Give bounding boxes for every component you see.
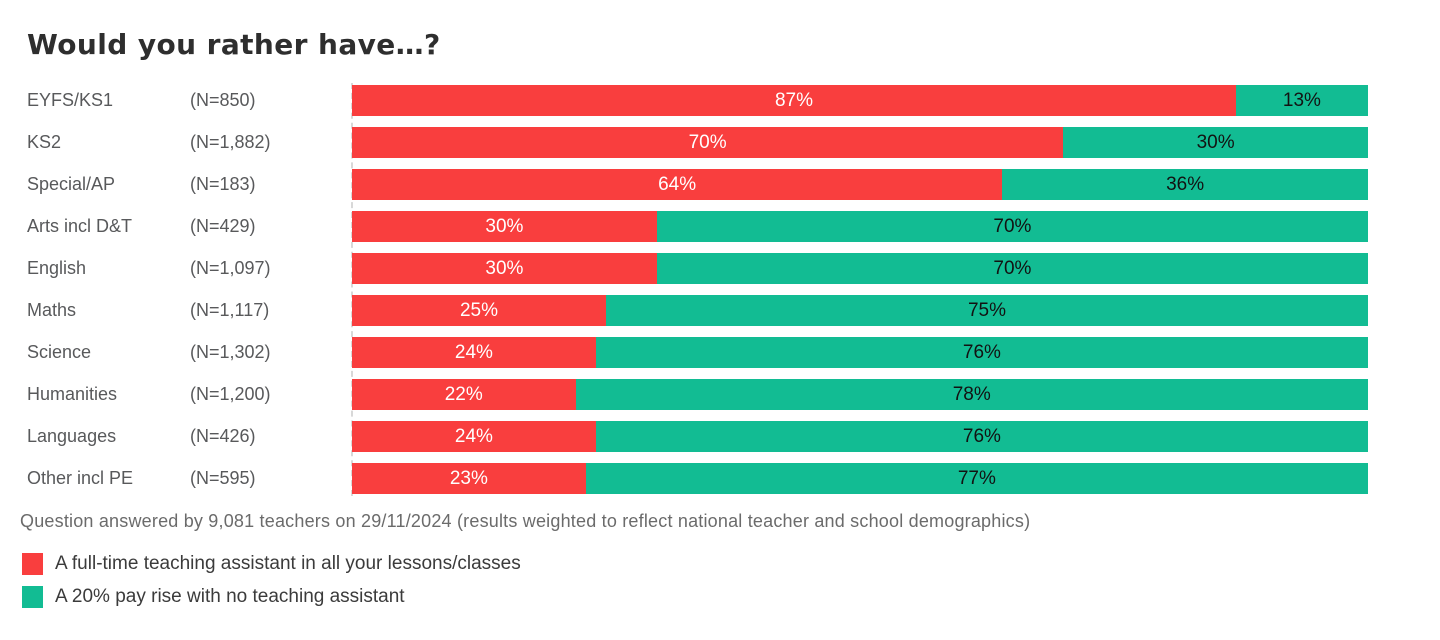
sample-size-label: (N=1,882) (190, 132, 271, 152)
stacked-bar: 22% 78% (352, 379, 1368, 410)
bar-segment-teaching-assistant: 24% (352, 421, 596, 452)
stacked-bar: 24% 76% (352, 337, 1368, 368)
segment-value-label: 24% (454, 426, 493, 447)
legend: A full-time teaching assistant in all yo… (22, 553, 521, 619)
chart-row: Humanities (N=1,200) 22% 78% (27, 379, 1368, 410)
stacked-bar: 70% 30% (352, 127, 1368, 158)
chart-row: English (N=1,097) 30% 70% (27, 253, 1368, 284)
stacked-bar: 30% 70% (352, 211, 1368, 242)
legend-swatch (22, 586, 43, 608)
bar-segment-teaching-assistant: 24% (352, 337, 596, 368)
sample-size-label: (N=1,097) (190, 258, 271, 278)
segment-value-label: 36% (1166, 174, 1205, 195)
bar-segment-pay-rise: 70% (656, 253, 1368, 284)
chart-row: Maths (N=1,117) 25% 75% (27, 295, 1368, 326)
segment-value-label: 23% (449, 468, 488, 489)
bar-segment-teaching-assistant: 87% (352, 85, 1236, 116)
segment-value-label: 70% (993, 258, 1032, 279)
segment-value-label: 76% (962, 426, 1001, 447)
bar-segment-pay-rise: 13% (1235, 85, 1368, 116)
chart-row: KS2 (N=1,882) 70% 30% (27, 127, 1368, 158)
sample-size-label: (N=429) (190, 216, 256, 236)
category-label: Languages (27, 426, 117, 446)
bar-segment-pay-rise: 70% (656, 211, 1368, 242)
legend-swatch (22, 553, 43, 575)
stacked-bar: 24% 76% (352, 421, 1368, 452)
bar-segment-pay-rise: 76% (595, 421, 1368, 452)
segment-value-label: 64% (658, 174, 697, 195)
chart-row: Arts incl D&T (N=429) 30% 70% (27, 211, 1368, 242)
bar-segment-pay-rise: 36% (1002, 169, 1368, 200)
segment-value-label: 13% (1282, 90, 1321, 111)
stacked-bar: 64% 36% (352, 169, 1368, 200)
segment-value-label: 25% (459, 300, 499, 321)
bar-segment-teaching-assistant: 22% (352, 379, 576, 410)
category-label: EYFS/KS1 (27, 90, 114, 110)
bar-segment-teaching-assistant: 30% (352, 253, 657, 284)
segment-value-label: 30% (485, 258, 524, 279)
sample-size-label: (N=1,200) (190, 384, 271, 404)
category-label: Other incl PE (27, 468, 134, 488)
legend-item: A 20% pay rise with no teaching assistan… (22, 586, 521, 608)
stacked-bar-chart: EYFS/KS1 (N=850) 87% 13% KS2 (N=1,882) 7… (27, 83, 1368, 505)
y-axis-line (351, 83, 353, 496)
chart-row: EYFS/KS1 (N=850) 87% 13% (27, 85, 1368, 116)
legend-label: A 20% pay rise with no teaching assistan… (55, 586, 405, 607)
category-label: Science (27, 342, 92, 362)
sample-size-label: (N=183) (190, 174, 256, 194)
bar-segment-teaching-assistant: 70% (352, 127, 1064, 158)
sample-size-label: (N=1,302) (190, 342, 271, 362)
segment-value-label: 70% (688, 132, 727, 153)
segment-value-label: 30% (1196, 132, 1235, 153)
bar-segment-pay-rise: 77% (585, 463, 1368, 494)
bar-segment-teaching-assistant: 30% (352, 211, 657, 242)
stacked-bar: 23% 77% (352, 463, 1368, 494)
sample-size-label: (N=1,117) (190, 300, 270, 320)
bar-segment-pay-rise: 76% (595, 337, 1368, 368)
bar-segment-pay-rise: 75% (606, 295, 1368, 326)
category-label: Humanities (27, 384, 118, 404)
category-label: KS2 (27, 132, 62, 152)
category-label: Special/AP (27, 174, 116, 194)
chart-rows: EYFS/KS1 (N=850) 87% 13% KS2 (N=1,882) 7… (27, 85, 1368, 494)
sample-size-label: (N=595) (190, 468, 256, 488)
legend-label: A full-time teaching assistant in all yo… (55, 553, 521, 574)
segment-value-label: 70% (993, 216, 1032, 237)
bar-segment-teaching-assistant: 64% (352, 169, 1003, 200)
category-label: Maths (27, 300, 77, 320)
chart-row: Science (N=1,302) 24% 76% (27, 337, 1368, 368)
bar-segment-pay-rise: 78% (575, 379, 1368, 410)
stacked-bar: 87% 13% (352, 85, 1368, 116)
stacked-bar: 25% 75% (352, 295, 1368, 326)
segment-value-label: 22% (444, 384, 483, 405)
chart-row: Special/AP (N=183) 64% 36% (27, 169, 1368, 200)
segment-value-label: 30% (485, 216, 524, 237)
chart-row: Languages (N=426) 24% 76% (27, 421, 1368, 452)
segment-value-label: 78% (952, 384, 991, 405)
segment-value-label: 76% (962, 342, 1001, 363)
legend-item: A full-time teaching assistant in all yo… (22, 553, 521, 575)
segment-value-label: 77% (957, 468, 996, 489)
segment-value-label: 24% (454, 342, 493, 363)
chart-footnote: Question answered by 9,081 teachers on 2… (20, 511, 1031, 531)
category-label: English (27, 258, 87, 278)
segment-value-label: 75% (967, 300, 1007, 321)
chart-row: Other incl PE (N=595) 23% 77% (27, 463, 1368, 494)
bar-segment-teaching-assistant: 25% (352, 295, 606, 326)
segment-value-label: 87% (774, 90, 813, 111)
sample-size-label: (N=426) (190, 426, 256, 446)
bar-segment-teaching-assistant: 23% (352, 463, 586, 494)
sample-size-label: (N=850) (190, 90, 256, 110)
category-label: Arts incl D&T (27, 216, 133, 236)
chart-title: Would you rather have…? (27, 28, 441, 61)
stacked-bar: 30% 70% (352, 253, 1368, 284)
bar-segment-pay-rise: 30% (1063, 127, 1368, 158)
